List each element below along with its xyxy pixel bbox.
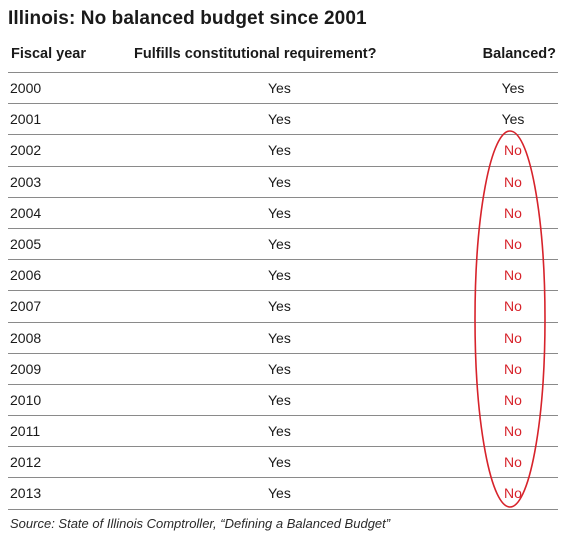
balanced-cell: No — [504, 235, 522, 252]
year-cell: 2009 — [10, 360, 42, 377]
budget-table: 2000 Yes Yes 2001 Yes Yes 2002 Yes No 2003 Yes N… — [8, 72, 558, 510]
balanced-cell: Yes — [501, 111, 525, 128]
table-row: 2009 Yes No — [8, 354, 558, 385]
year-cell: 2005 — [10, 235, 42, 252]
column-header-fiscal-year: Fiscal year — [11, 46, 86, 62]
requirement-cell: Yes — [268, 360, 291, 377]
table-row: 2003 Yes No — [8, 167, 558, 198]
requirement-cell: Yes — [268, 454, 291, 471]
year-cell: 2001 — [10, 111, 42, 128]
year-cell: 2000 — [10, 80, 42, 96]
table-row: 2002 Yes No — [8, 135, 558, 167]
balanced-cell: No — [504, 391, 522, 408]
table-row: 2007 Yes No — [8, 291, 558, 323]
table-row: 2013 Yes No — [8, 478, 558, 510]
balanced-cell: No — [504, 360, 522, 377]
requirement-cell: Yes — [268, 391, 291, 408]
requirement-cell: Yes — [268, 235, 291, 252]
table-row: 2006 Yes No — [8, 260, 558, 292]
requirement-cell: Yes — [268, 204, 291, 221]
requirement-cell: Yes — [268, 173, 291, 190]
table-row: 2004 Yes No — [8, 198, 558, 229]
year-cell: 2006 — [10, 267, 42, 284]
source-note: Source: State of Illinois Comptroller, “… — [10, 516, 391, 531]
year-cell: 2004 — [10, 204, 42, 221]
table-row: 2005 Yes No — [8, 229, 558, 261]
table-row: 2012 Yes No — [8, 447, 558, 479]
year-cell: 2012 — [10, 454, 42, 471]
table-row: 2001 Yes Yes — [8, 104, 558, 136]
year-cell: 2003 — [10, 173, 42, 190]
page-title: Illinois: No balanced budget since 2001 — [8, 8, 367, 29]
table-row: 2011 Yes No — [8, 416, 558, 448]
balanced-cell: No — [504, 142, 522, 159]
balanced-cell: No — [504, 267, 522, 284]
year-cell: 2002 — [10, 142, 42, 159]
table-row: 2010 Yes No — [8, 385, 558, 417]
year-cell: 2011 — [10, 423, 41, 440]
table-row: 2000 Yes Yes — [8, 73, 558, 105]
requirement-cell: Yes — [268, 423, 291, 440]
column-header-balanced: Balanced? — [482, 46, 556, 62]
requirement-cell: Yes — [268, 80, 291, 96]
year-cell: 2007 — [10, 298, 42, 315]
table-row: 2008 Yes No — [8, 323, 558, 354]
year-cell: 2010 — [10, 391, 42, 408]
balanced-cell: No — [504, 329, 522, 346]
balanced-cell: No — [504, 173, 522, 190]
column-header-requirement: Fulfills constitutional requirement? — [134, 46, 377, 62]
balanced-cell: No — [504, 423, 522, 440]
requirement-cell: Yes — [268, 142, 291, 159]
year-cell: 2008 — [10, 329, 42, 346]
balanced-cell: No — [504, 204, 522, 221]
balanced-cell: No — [504, 485, 522, 502]
requirement-cell: Yes — [268, 111, 291, 128]
requirement-cell: Yes — [268, 329, 291, 346]
balanced-cell: Yes — [501, 80, 525, 96]
balanced-cell: No — [504, 454, 522, 471]
year-cell: 2013 — [10, 485, 42, 502]
table-header: Fiscal year Fulfills constitutional requ… — [8, 42, 558, 68]
requirement-cell: Yes — [268, 267, 291, 284]
requirement-cell: Yes — [268, 485, 291, 502]
balanced-cell: No — [504, 298, 522, 315]
requirement-cell: Yes — [268, 298, 291, 315]
